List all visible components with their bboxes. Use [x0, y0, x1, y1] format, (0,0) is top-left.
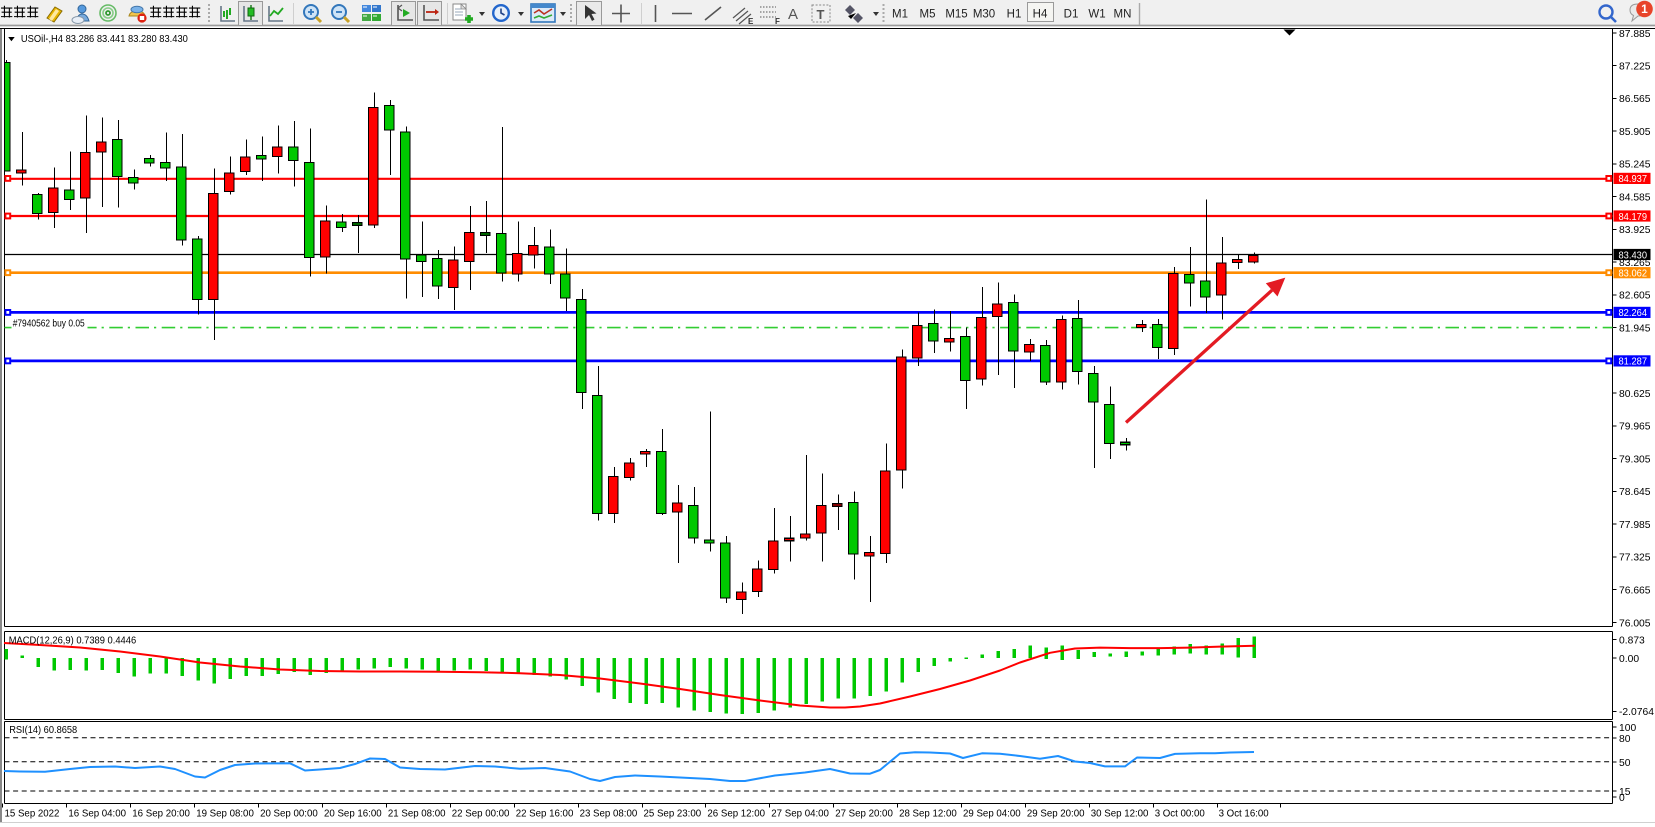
svg-text:0.873: 0.873 [1619, 635, 1645, 646]
svg-text:15: 15 [1619, 787, 1631, 798]
svg-text:16 Sep 04:00: 16 Sep 04:00 [68, 809, 126, 820]
svg-text:27 Sep 04:00: 27 Sep 04:00 [771, 809, 829, 820]
svg-text:0.00: 0.00 [1619, 654, 1639, 665]
svg-text:76.005: 76.005 [1619, 618, 1651, 629]
svg-text:#7940562 buy 0.05: #7940562 buy 0.05 [13, 319, 85, 330]
svg-text:78.645: 78.645 [1619, 487, 1651, 498]
svg-text:84.585: 84.585 [1619, 192, 1651, 203]
svg-text:83.925: 83.925 [1619, 225, 1651, 236]
svg-text:87.225: 87.225 [1619, 61, 1651, 72]
svg-text:20 Sep 00:00: 20 Sep 00:00 [260, 809, 318, 820]
svg-text:81.287: 81.287 [1619, 357, 1648, 368]
svg-text:E: E [748, 17, 754, 26]
svg-text:16 Sep 20:00: 16 Sep 20:00 [132, 809, 190, 820]
svg-text:1: 1 [1641, 2, 1648, 16]
svg-text:T: T [817, 7, 825, 22]
svg-text:25 Sep 23:00: 25 Sep 23:00 [644, 809, 702, 820]
svg-text:RSI(14) 60.8658: RSI(14) 60.8658 [9, 724, 77, 736]
svg-text:84.937: 84.937 [1619, 174, 1648, 185]
svg-text:86.565: 86.565 [1619, 94, 1651, 105]
svg-text:29 Sep 20:00: 29 Sep 20:00 [1027, 809, 1085, 820]
svg-text:20 Sep 16:00: 20 Sep 16:00 [324, 809, 382, 820]
svg-text:79.965: 79.965 [1619, 422, 1651, 433]
svg-text:W1: W1 [1088, 9, 1105, 21]
svg-text:82.605: 82.605 [1619, 291, 1651, 302]
svg-text:84.179: 84.179 [1619, 212, 1648, 223]
svg-text:H4: H4 [1033, 9, 1048, 21]
svg-text:50: 50 [1619, 758, 1631, 769]
svg-text:15 Sep 2022: 15 Sep 2022 [5, 809, 60, 820]
svg-text:-2.0764: -2.0764 [1619, 707, 1654, 718]
svg-text:79.305: 79.305 [1619, 454, 1651, 465]
svg-text:28 Sep 12:00: 28 Sep 12:00 [899, 809, 957, 820]
svg-text:82.264: 82.264 [1619, 308, 1648, 319]
svg-text:M30: M30 [973, 9, 995, 21]
svg-text:85.905: 85.905 [1619, 127, 1651, 138]
svg-text:21 Sep 08:00: 21 Sep 08:00 [388, 809, 446, 820]
svg-text:F: F [775, 17, 780, 26]
svg-text:M5: M5 [920, 9, 936, 21]
svg-text:D1: D1 [1064, 9, 1079, 21]
svg-text:27 Sep 20:00: 27 Sep 20:00 [835, 809, 893, 820]
svg-text:19 Sep 08:00: 19 Sep 08:00 [196, 809, 254, 820]
svg-text:M1: M1 [892, 9, 908, 21]
svg-text:77.985: 77.985 [1619, 520, 1651, 531]
svg-text:76.665: 76.665 [1619, 586, 1651, 597]
svg-text:80: 80 [1619, 734, 1631, 745]
svg-text:85.245: 85.245 [1619, 160, 1651, 171]
svg-text:0: 0 [1619, 793, 1625, 804]
svg-text:80.625: 80.625 [1619, 389, 1651, 400]
svg-text:83.062: 83.062 [1619, 269, 1648, 280]
svg-text:A: A [788, 6, 798, 23]
svg-text:3 Oct 00:00: 3 Oct 00:00 [1155, 809, 1206, 820]
svg-text:29 Sep 04:00: 29 Sep 04:00 [963, 809, 1021, 820]
svg-text:22 Sep 16:00: 22 Sep 16:00 [516, 809, 574, 820]
svg-text:23 Sep 08:00: 23 Sep 08:00 [580, 809, 638, 820]
svg-text:26 Sep 12:00: 26 Sep 12:00 [707, 809, 765, 820]
svg-text:MACD(12,26,9) 0.7389 0.4446: MACD(12,26,9) 0.7389 0.4446 [9, 635, 137, 647]
svg-text:100: 100 [1619, 723, 1636, 734]
svg-text:87.885: 87.885 [1619, 29, 1651, 40]
svg-text:H1: H1 [1007, 9, 1022, 21]
svg-text:MN: MN [1114, 9, 1132, 21]
svg-text:81.945: 81.945 [1619, 323, 1651, 334]
svg-text:83.265: 83.265 [1619, 258, 1651, 269]
svg-text:22 Sep 00:00: 22 Sep 00:00 [452, 809, 510, 820]
svg-text:3 Oct 16:00: 3 Oct 16:00 [1219, 809, 1270, 820]
svg-text:USOil-,H4 83.286 83.441 83.28: USOil-,H4 83.286 83.441 83.280 83.430 [21, 33, 188, 45]
svg-text:77.325: 77.325 [1619, 553, 1651, 564]
svg-text:M15: M15 [945, 9, 967, 21]
svg-text:30 Sep 12:00: 30 Sep 12:00 [1091, 809, 1149, 820]
svg-text:83.430: 83.430 [1619, 250, 1648, 261]
